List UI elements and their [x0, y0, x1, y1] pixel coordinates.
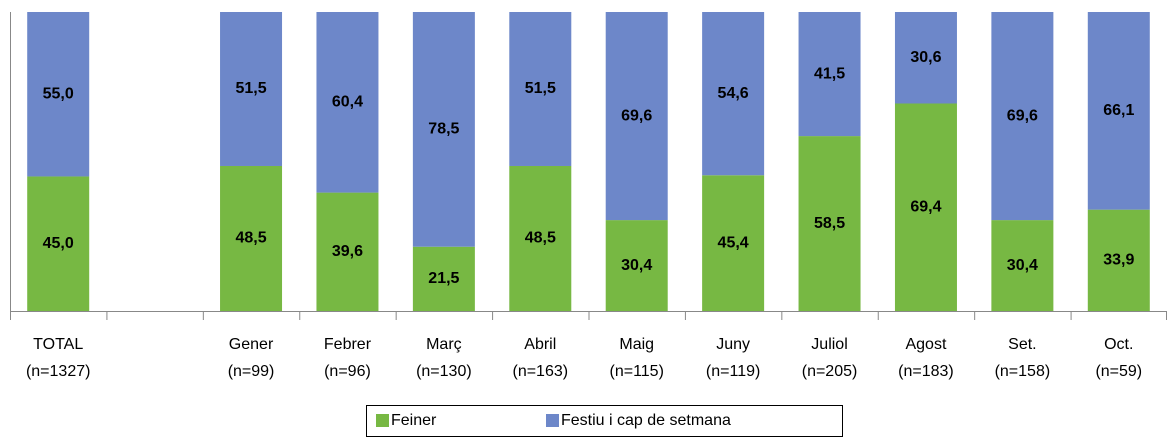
bar-segment	[27, 12, 90, 177]
data-label: 30,4	[1007, 257, 1038, 274]
bar-segment	[412, 246, 475, 311]
legend-label: Festiu i cap de setmana	[561, 412, 731, 429]
data-label: 51,5	[235, 80, 266, 97]
bar-segment	[316, 192, 379, 311]
x-tick-label: Agost	[905, 336, 946, 353]
x-tick-sublabel: (n=119)	[706, 363, 760, 380]
x-tick-sublabel: (n=99)	[228, 363, 275, 380]
data-label: 69,4	[910, 198, 941, 215]
x-tick-label: Febrer	[324, 336, 372, 353]
x-tick-label: TOTAL	[33, 336, 83, 353]
data-label: 66,1	[1103, 102, 1134, 119]
bar-segment	[605, 12, 668, 221]
data-label: 30,4	[621, 257, 652, 274]
data-label: 39,6	[332, 243, 363, 260]
bar-segment	[509, 165, 572, 311]
legend-box	[366, 405, 843, 437]
x-tick-sublabel: (n=1327)	[26, 363, 91, 380]
bar-segment	[894, 103, 957, 311]
data-label: 21,5	[428, 270, 459, 287]
data-label: 58,5	[814, 215, 845, 232]
bar-segment	[605, 220, 668, 311]
data-label: 54,6	[718, 85, 749, 102]
x-tick-label: Maig	[619, 336, 654, 353]
bar-segment	[798, 136, 861, 311]
x-tick-label: Oct.	[1104, 336, 1133, 353]
x-tick-sublabel: (n=158)	[995, 363, 1051, 380]
bar-segment	[509, 12, 572, 166]
bar-segment	[798, 12, 861, 137]
x-tick-label: Gener	[229, 336, 274, 353]
x-tick-sublabel: (n=205)	[802, 363, 858, 380]
data-label: 45,0	[43, 235, 74, 252]
bar-segment	[991, 12, 1054, 221]
data-label: 60,4	[332, 94, 363, 111]
data-label: 51,5	[525, 80, 556, 97]
legend-swatch	[376, 414, 389, 427]
bar-segment	[894, 12, 957, 104]
x-tick-label: Juliol	[811, 336, 847, 353]
data-label: 55,0	[43, 85, 74, 102]
data-label: 69,6	[1007, 107, 1038, 124]
data-label: 48,5	[525, 230, 556, 247]
x-tick-sublabel: (n=163)	[512, 363, 568, 380]
legend-swatch	[546, 414, 559, 427]
bar-segment	[220, 165, 283, 311]
data-label: 45,4	[718, 234, 749, 251]
data-label: 48,5	[235, 230, 266, 247]
legend-label: Feiner	[391, 412, 437, 429]
data-label: 41,5	[814, 65, 845, 82]
data-label: 33,9	[1103, 252, 1134, 269]
bar-segment	[702, 175, 765, 311]
x-tick-sublabel: (n=96)	[324, 363, 371, 380]
data-label: 78,5	[428, 121, 459, 138]
x-tick-label: Juny	[716, 336, 750, 353]
x-tick-label: Març	[426, 336, 462, 353]
x-tick-label: Abril	[524, 336, 556, 353]
bar-segment	[702, 12, 765, 176]
x-tick-sublabel: (n=183)	[898, 363, 954, 380]
bar-segment	[412, 12, 475, 247]
bar-segment	[1087, 209, 1150, 311]
x-tick-sublabel: (n=130)	[416, 363, 472, 380]
bar-segment	[220, 12, 283, 166]
bar-segment	[27, 176, 90, 311]
x-tick-sublabel: (n=115)	[610, 363, 664, 380]
bar-segment	[1087, 12, 1150, 210]
x-tick-sublabel: (n=59)	[1095, 363, 1142, 380]
bar-segment	[991, 220, 1054, 311]
bar-segment	[316, 12, 379, 193]
data-label: 69,6	[621, 107, 652, 124]
data-label: 30,6	[910, 49, 941, 66]
x-tick-label: Set.	[1008, 336, 1036, 353]
